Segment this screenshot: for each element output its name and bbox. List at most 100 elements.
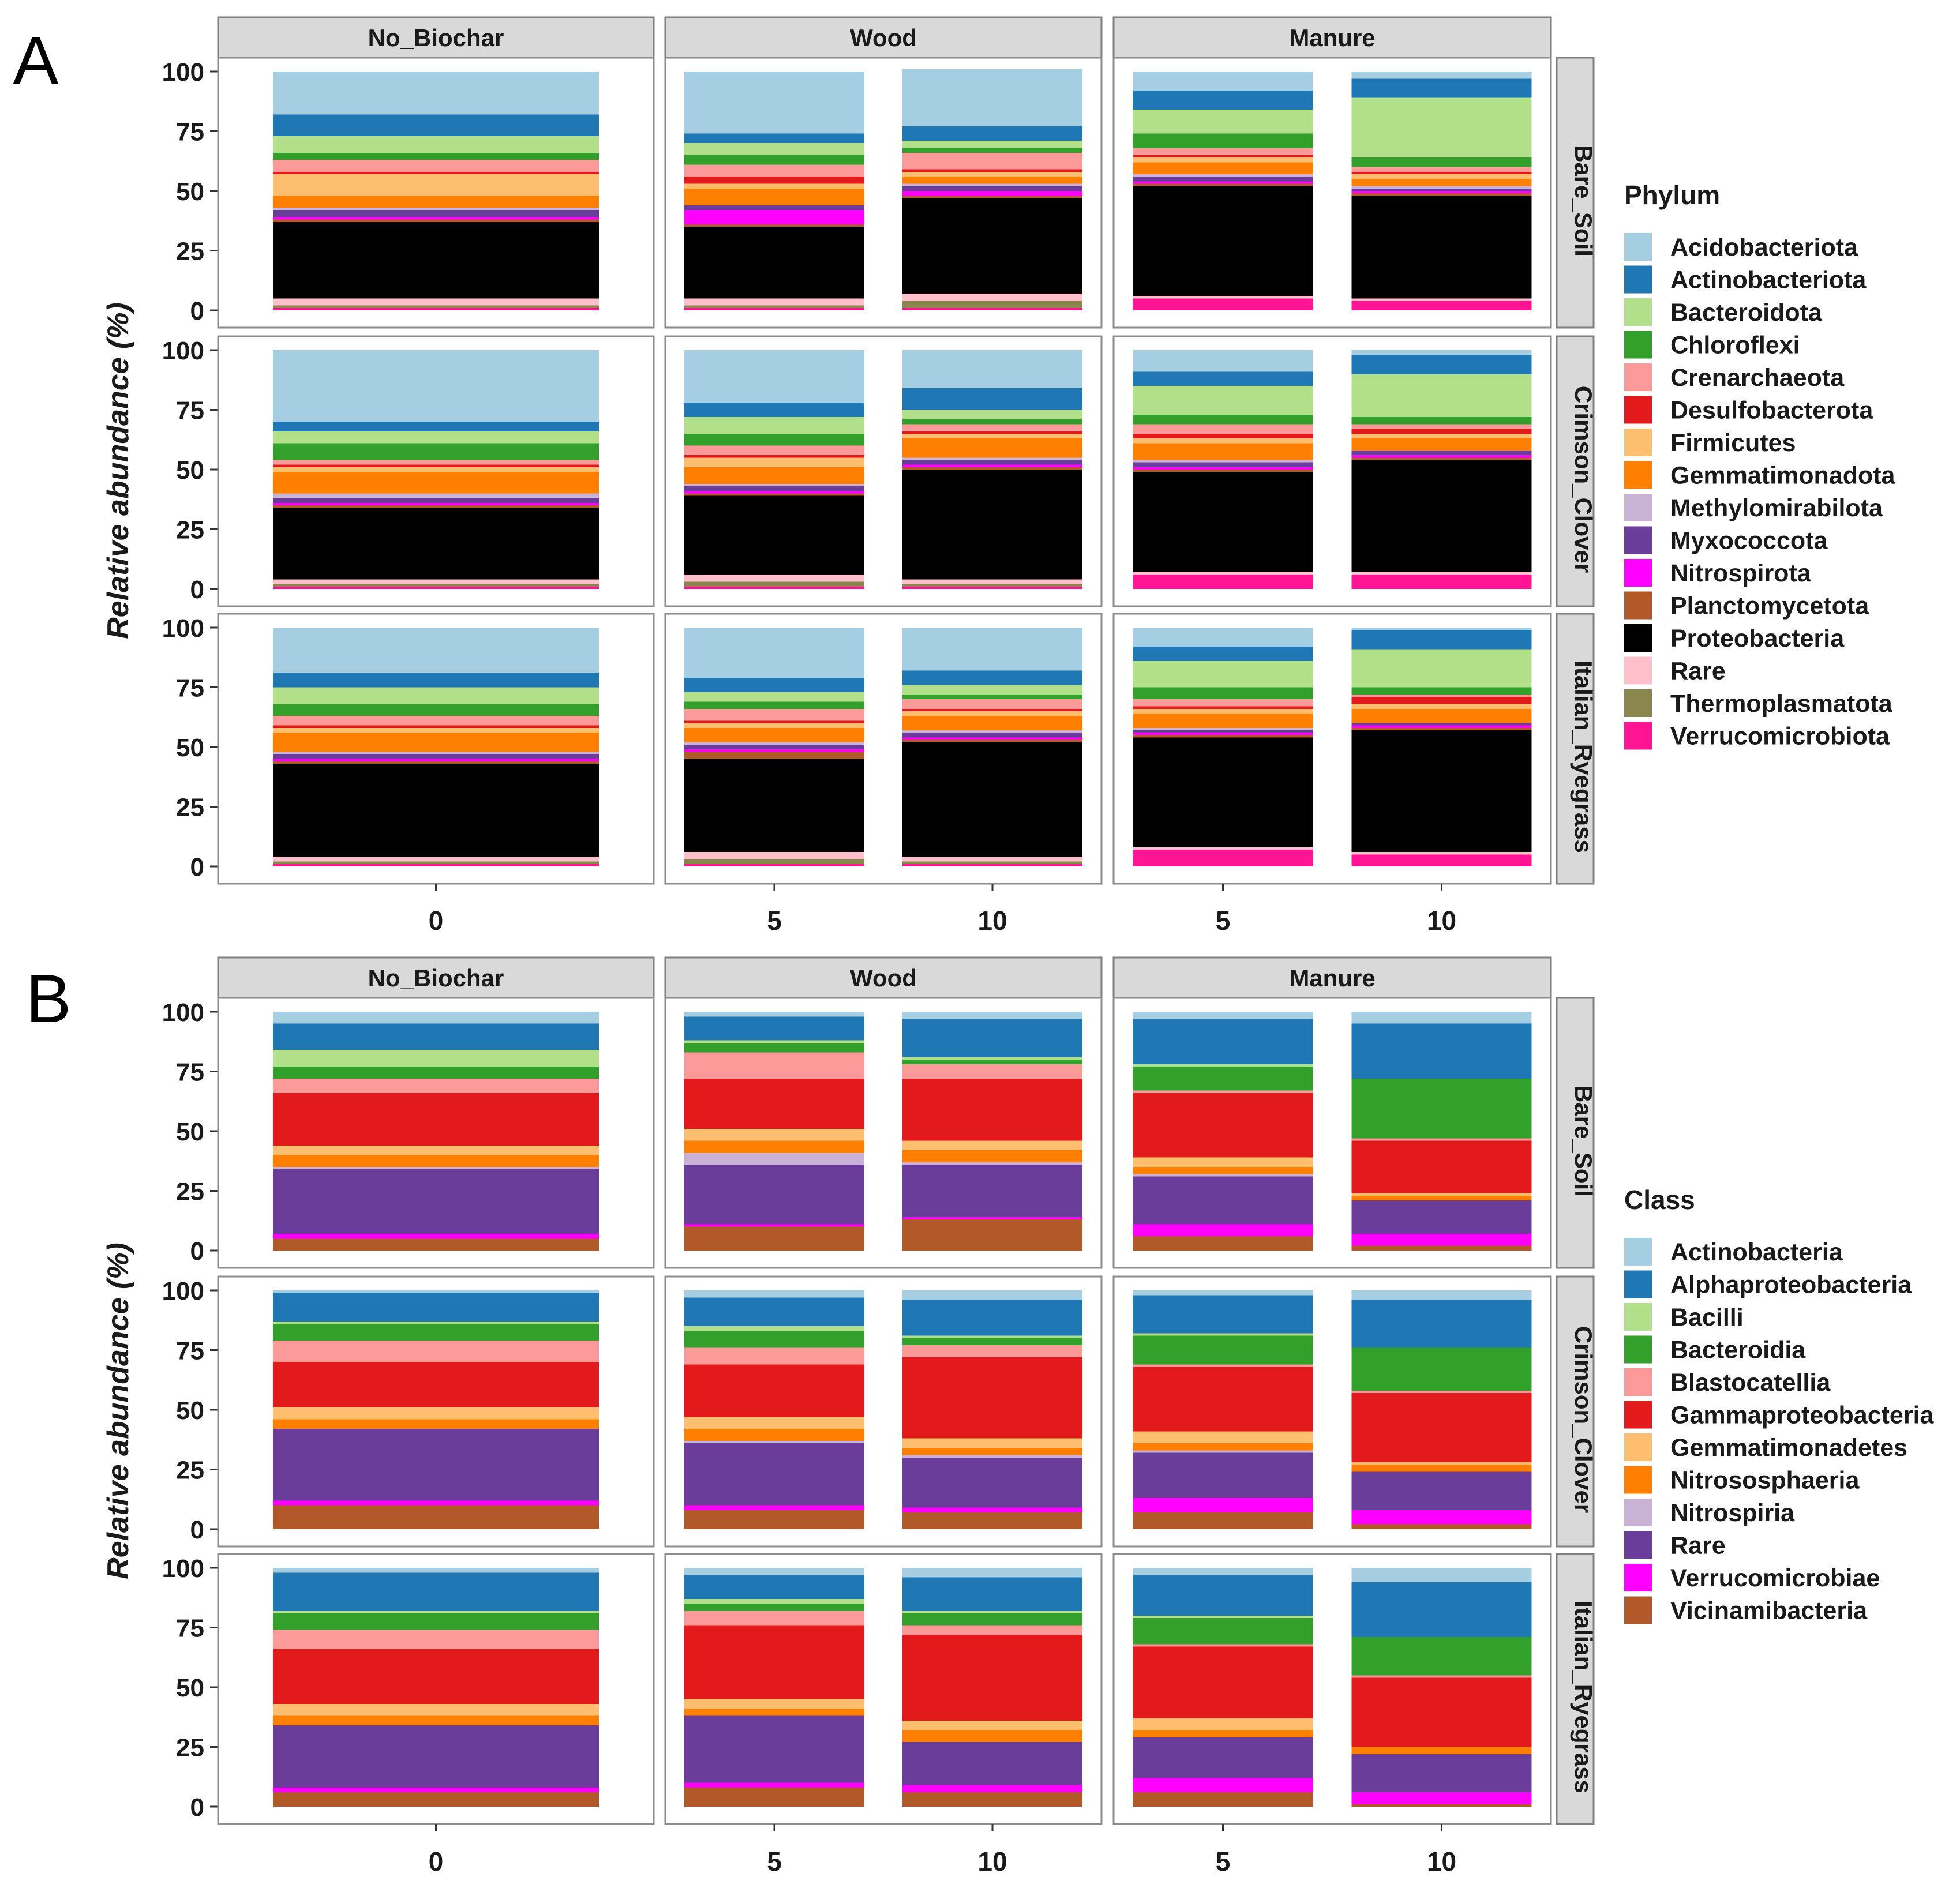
bar-segment-bacteroidia [273,1323,599,1341]
y-tick-label: 100 [162,58,204,87]
bar-segment-myxococcota [1133,462,1313,467]
bar-segment-proteobacteria [273,763,599,857]
facet-row-strip-crimson-clover [1556,335,1595,607]
bar-segment-gemmatimonadota [1351,179,1532,186]
bar-segment-rare [684,1443,864,1506]
bar-segment-verrucomicrobiota [902,307,1082,310]
bar-segment-actinobacteria [273,1568,599,1573]
bar-segment-proteobacteria [684,759,864,853]
bar-segment-actinobacteria [1133,1012,1313,1019]
legend-label: Actinobacteria [1670,1238,1843,1266]
bar-segment-bacteroidota [902,685,1082,695]
facet-row-strip-label: Bare_Soil [1570,145,1597,257]
bar-segment-acidobacteriota [1133,628,1313,647]
bar-segment-bacteroidota [1133,110,1313,134]
y-tick-label: 25 [176,238,204,266]
bar-segment-rare [273,298,599,306]
bar-segment-proteobacteria [1351,730,1532,853]
bar-segment-methylomirabilota [1351,186,1532,189]
bar-segment-planctomycetota [273,505,599,508]
legend-label: Nitrospirota [1670,560,1812,587]
bar-segment-proteobacteria [1133,472,1313,573]
bar-segment-alphaproteobacteria [1133,1295,1313,1334]
bar-segment-bacteroidota [902,141,1082,148]
bar-segment-alphaproteobacteria [902,1577,1082,1611]
bar-segment-proteobacteria [273,508,599,580]
bar-segment-bacilli [273,1321,599,1324]
bar-segment-rare [1133,296,1313,299]
bar-segment-gammaproteobacteria [902,1357,1082,1439]
panel-letter: B [26,961,72,1037]
bar-segment-nitrososphaeria [273,1715,599,1726]
legend-label: Nitrospiria [1670,1499,1795,1527]
y-tick-label: 50 [176,456,204,485]
bar-segment-chloroflexi [273,704,599,716]
bar-segment-bacilli [273,1050,599,1067]
bar-segment-nitrososphaeria [684,1140,864,1153]
bar-segment-gemmatimonadota [1133,714,1313,728]
bar-segment-rare [273,579,599,584]
bar-segment-nitrososphaeria [1133,1167,1313,1174]
bar-segment-bacteroidia [902,1059,1082,1065]
legend-label: Gemmatimonadota [1670,462,1896,490]
legend-label: Nitrososphaeria [1670,1467,1860,1495]
bar-segment-verrucomicrobiae [684,1505,864,1510]
x-tick-label: 10 [1427,1846,1456,1876]
bar-segment-gemmatimonadetes [1133,1157,1313,1168]
bar-segment-rare [902,1742,1082,1785]
bar-segment-bacteroidota [684,416,864,434]
legend-swatch-nitrospirota [1624,559,1652,587]
bar-segment-blastocatellia [1351,1138,1532,1141]
bar-segment-vicinamibacteria [902,1219,1082,1251]
bar-segment-bacteroidota [1133,386,1313,415]
bar-segment-gemmatimonadetes [684,1699,864,1709]
bar-segment-verrucomicrobiae [1351,1510,1532,1525]
bar-segment-bacilli [273,1611,599,1613]
bar-segment-vicinamibacteria [684,1226,864,1251]
bar-segment-blastocatellia [902,1625,1082,1635]
bar-segment-verrucomicrobiota [1351,854,1532,866]
bar-segment-crenarchaeota [273,160,599,172]
bar-segment-alphaproteobacteria [684,1297,864,1327]
bar-segment-firmicutes [1351,433,1532,439]
legend-label: Crenarchaeota [1670,364,1845,392]
bar-segment-proteobacteria [902,470,1082,580]
bar-segment-nitrospirota [273,759,599,761]
bar-segment-firmicutes [273,174,599,196]
bar-segment-vicinamibacteria [902,1792,1082,1807]
bar-segment-firmicutes [902,433,1082,439]
bar-segment-acidobacteriota [273,72,599,115]
bar-segment-thermoplasmatota [273,305,599,308]
bar-segment-verrucomicrobiota [902,864,1082,866]
facet-row-strip-crimson-clover [1556,1275,1595,1548]
bar-segment-chloroflexi [684,433,864,446]
bar-segment-bacteroidia [684,1042,864,1053]
bar-segment-crenarchaeota [684,708,864,721]
bar-segment-thermoplasmatota [902,301,1082,308]
legend-swatch-bacteroidia [1624,1335,1652,1364]
bar-segment-chloroflexi [1351,687,1532,695]
bar-segment-myxococcota [1133,177,1313,182]
bar-segment-chloroflexi [1351,416,1532,425]
y-tick-label: 50 [176,1397,204,1425]
facet-strip-label: No_Biochar [368,964,504,992]
bar-segment-firmicutes [684,723,864,728]
legend-swatch-actinobacteriota [1624,265,1652,294]
bar-segment-desulfobacterota [1133,433,1313,439]
bar-segment-gammaproteobacteria [1351,1393,1532,1463]
legend-swatch-gemmatimonadetes [1624,1433,1652,1461]
bar-segment-planctomycetota [1133,735,1313,738]
bar-segment-gemmatimonadota [902,177,1082,184]
legend-label: Gemmatimonadetes [1670,1434,1907,1462]
bar-segment-crenarchaeota [902,152,1082,170]
y-tick-label: 25 [176,1456,204,1485]
bar-segment-verrucomicrobiota [684,864,864,866]
bar-segment-actinobacteriota [1351,78,1532,98]
bar-segment-thermoplasmatota [273,584,599,587]
legend-swatch-blastocatellia [1624,1368,1652,1396]
legend-label: Verrucomicrobiae [1670,1564,1880,1592]
bar-segment-myxococcota [273,210,599,217]
facet-row-strip-label: Italian_Ryegrass [1570,1601,1597,1793]
bar-segment-blastocatellia [684,1611,864,1626]
bar-segment-myxococcota [1351,723,1532,726]
